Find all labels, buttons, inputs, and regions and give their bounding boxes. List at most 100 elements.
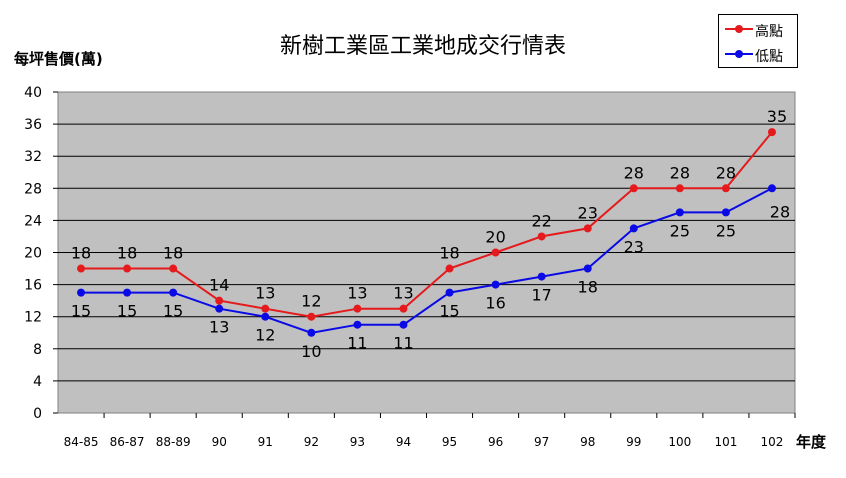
data-label-high: 14: [209, 276, 229, 295]
y-tick-label: 40: [24, 85, 42, 101]
x-tick-label: 95: [442, 435, 457, 449]
data-point-high: [675, 184, 684, 193]
data-point-low: [353, 320, 362, 329]
x-tick-label: 84-85: [64, 435, 99, 449]
data-label-high: 13: [347, 284, 367, 303]
data-label-high: 18: [439, 244, 459, 263]
y-tick-label: 24: [24, 213, 42, 229]
legend-item-high: 高點: [719, 18, 797, 42]
data-label-high: 18: [163, 244, 183, 263]
data-point-low: [77, 288, 86, 297]
data-label-low: 15: [163, 302, 183, 321]
data-point-high: [353, 304, 362, 313]
data-label-high: 28: [624, 163, 644, 182]
x-tick-label: 86-87: [110, 435, 145, 449]
data-point-low: [537, 272, 546, 281]
data-label-high: 28: [670, 163, 690, 182]
data-label-low: 18: [578, 278, 598, 297]
data-label-low: 15: [439, 302, 459, 321]
data-label-low: 28: [770, 202, 790, 221]
data-point-high: [629, 184, 638, 193]
y-tick-label: 36: [24, 117, 42, 133]
data-point-low: [583, 264, 592, 273]
data-point-high: [721, 184, 730, 193]
legend-low-marker: [725, 50, 753, 58]
x-tick-label: 99: [626, 435, 641, 449]
data-point-low: [261, 312, 270, 321]
chart-title: 新樹工業區工業地成交行情表: [279, 34, 566, 59]
data-label-low: 15: [117, 302, 137, 321]
y-tick-label: 20: [24, 246, 42, 262]
data-label-high: 28: [716, 163, 736, 182]
data-point-low: [721, 208, 730, 217]
legend-item-low: 低點: [719, 43, 797, 67]
y-tick-label: 28: [24, 181, 42, 197]
data-label-low: 25: [670, 221, 690, 240]
data-point-low: [767, 184, 776, 193]
x-tick-label: 91: [258, 435, 273, 449]
data-point-low: [399, 320, 408, 329]
data-point-high: [215, 296, 224, 305]
data-point-low: [629, 224, 638, 233]
data-label-high: 18: [71, 244, 91, 263]
data-point-high: [767, 128, 776, 137]
y-tick-label: 4: [33, 374, 42, 390]
data-label-high: 18: [117, 244, 137, 263]
data-point-high: [169, 264, 178, 273]
data-point-high: [77, 264, 86, 273]
x-axis-label: 年度: [796, 433, 827, 451]
data-label-high: 20: [485, 228, 505, 247]
data-point-high: [445, 264, 454, 273]
data-label-low: 23: [624, 237, 644, 256]
data-point-low: [169, 288, 178, 297]
series-group: 18 18 18 14 13 12 13 13 18 20 22 23 28 28 28 35 15 15 15 13…: [71, 107, 790, 361]
data-point-high: [583, 224, 592, 233]
series-line-low: [81, 187, 773, 334]
data-point-high: [399, 304, 408, 313]
x-tick-label: 97: [534, 435, 549, 449]
x-tick-label: 88-89: [156, 435, 191, 449]
y-tick-label: 32: [24, 149, 42, 165]
x-tick-label: 93: [350, 435, 365, 449]
data-label-low: 17: [531, 286, 551, 305]
data-label-high: 23: [578, 203, 598, 222]
series-line-high: [81, 131, 773, 318]
legend-high-label: 高點: [755, 24, 783, 40]
data-label-high: 12: [301, 292, 321, 311]
x-tick-label: 101: [714, 435, 737, 449]
data-label-low: 10: [301, 342, 321, 361]
y-axis-label: 每坪售價(萬): [14, 50, 103, 68]
data-point-high: [123, 264, 132, 273]
data-point-low: [215, 304, 224, 313]
data-point-low: [445, 288, 454, 297]
data-point-low: [491, 280, 500, 289]
x-tick-label: 98: [580, 435, 595, 449]
data-point-low: [123, 288, 132, 297]
data-point-low: [307, 328, 316, 337]
data-label-low: 15: [71, 302, 91, 321]
legend: 高點 低點: [718, 14, 798, 68]
data-point-low: [675, 208, 684, 217]
x-tick-label: 94: [396, 435, 411, 449]
x-tick-labels: 84-85 86-87 88-89 90 91 92 93 94 95 96 97 98 99 100 10…: [64, 413, 796, 449]
y-tick-label: 12: [24, 310, 42, 326]
x-tick-label: 96: [488, 435, 503, 449]
data-label-low: 25: [716, 221, 736, 240]
legend-low-label: 低點: [755, 49, 783, 65]
x-tick-label: 102: [761, 435, 784, 449]
data-label-high: 35: [767, 107, 787, 126]
x-tick-label: 100: [668, 435, 691, 449]
data-label-low: 12: [255, 326, 275, 345]
data-label-high: 22: [531, 211, 551, 230]
y-tick-label: 0: [33, 406, 42, 422]
x-tick-label: 90: [212, 435, 227, 449]
data-point-high: [307, 312, 316, 321]
data-label-low: 16: [485, 294, 505, 313]
x-tick-label: 92: [304, 435, 319, 449]
data-point-high: [261, 304, 270, 313]
data-point-high: [491, 248, 500, 257]
legend-high-marker: [725, 25, 753, 33]
y-tick-labels: 0 4 8 12 16 20 24 28 32 36 40: [24, 85, 42, 422]
data-label-low: 11: [393, 334, 413, 353]
